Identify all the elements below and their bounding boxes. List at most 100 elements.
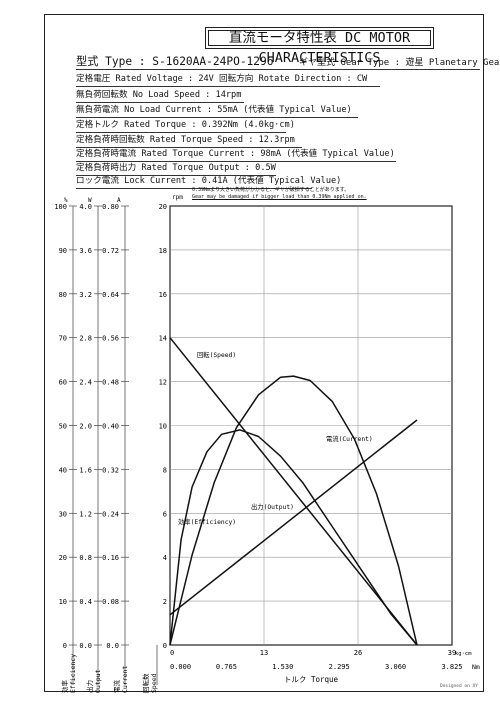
- current-tick-label: 0.72: [102, 247, 119, 255]
- chart-sheet: [44, 14, 484, 692]
- speed-tick-label: 12: [159, 379, 167, 387]
- series-speed-line: [169, 337, 418, 646]
- efficiency-tick-label: 90: [59, 247, 67, 255]
- page-title: 直流モータ特性表 DC MOTOR CHARACTERISTICS: [228, 30, 411, 66]
- speed-tick-label: 14: [159, 335, 167, 343]
- efficiency-tick-label: 80: [59, 291, 67, 299]
- efficiency-tick-label: 50: [59, 423, 67, 431]
- output-axis-title: 出力Output: [85, 669, 102, 693]
- spec-rated-voltage: 定格電圧 Rated Voltage : 24V 回転方向 Rotate Dir…: [76, 74, 368, 84]
- designed-label: Designed on XY: [440, 684, 478, 689]
- kgcm-tick-label: 39: [448, 649, 456, 657]
- efficiency-unit: %: [64, 197, 68, 204]
- efficiency-tick-label: 30: [59, 510, 67, 518]
- series-output-line: [169, 375, 418, 646]
- current-tick-label: 0.64: [102, 291, 119, 299]
- spec-underline: [76, 132, 286, 133]
- spec-no-load-speed: 無負荷回転数 No Load Speed : 14rpm: [76, 90, 242, 100]
- spec-underline: [76, 188, 312, 189]
- current-tick-label: 0.32: [102, 466, 119, 474]
- output-tick-label: 2.8: [79, 335, 92, 343]
- gear-type: ギヤ型式 Gear Type : 遊星 Planetary Gear: [299, 58, 500, 68]
- speed-tick-label: 20: [159, 203, 167, 211]
- current-tick-label: 0.16: [102, 554, 119, 562]
- gear-note-jp: 0.39Nmより大きい負荷がかかると、ギヤが破損することがあります。: [192, 187, 350, 193]
- output-unit: W: [88, 197, 92, 204]
- current-axis-title: 電流Current: [112, 666, 129, 693]
- spec-underline: [76, 175, 276, 176]
- output-tick-label: 2.0: [79, 423, 92, 431]
- output-tick-label: 0.4: [79, 598, 92, 606]
- kgcm-tick-label: 0: [170, 649, 174, 657]
- nm-tick-label: 2.295: [329, 663, 350, 671]
- series-label: 出力(Output): [251, 502, 294, 511]
- model-line: 型式 Type : S-1620AA-24PO-1296 ギヤ型式 Gear T…: [76, 53, 500, 69]
- gear-note-en: Gear may be damaged if bigger load than …: [192, 194, 367, 200]
- nm-tick-label: 0.000: [170, 663, 191, 671]
- nm-tick-label: 3.825: [441, 663, 462, 671]
- nm-tick-label: 0.765: [216, 663, 237, 671]
- spec-rated-torque-output: 定格負荷時出力 Rated Torque Output : 0.5W: [76, 163, 276, 173]
- current-tick-label: 0.80: [102, 203, 119, 211]
- efficiency-axis-title: 効率Efficiency: [60, 654, 77, 693]
- speed-axis-title: 回転数Speed: [141, 673, 158, 693]
- kgcm-tick-label: 26: [354, 649, 362, 657]
- current-unit: A: [117, 197, 121, 204]
- current-tick-label: 0.40: [102, 423, 119, 431]
- speed-tick-label: 10: [159, 423, 167, 431]
- efficiency-tick-label: 10: [59, 598, 67, 606]
- speed-tick-label: 16: [159, 291, 167, 299]
- speed-tick-label: 0: [163, 642, 167, 650]
- spec-no-load-current: 無負荷電流 No Load Current : 55mA (代表値 Typica…: [76, 105, 352, 115]
- model-type: 型式 Type : S-1620AA-24PO-1296: [76, 55, 274, 68]
- speed-tick-label: 6: [163, 510, 167, 518]
- spec-lock-current: ロック電流 Lock Current : 0.41A (代表値 Typical …: [76, 176, 342, 186]
- efficiency-tick-label: 70: [59, 335, 67, 343]
- efficiency-tick-label: 20: [59, 554, 67, 562]
- kgcm-tick-label: 13: [260, 649, 268, 657]
- output-tick-label: 2.4: [79, 379, 92, 387]
- output-tick-label: 1.6: [79, 466, 92, 474]
- output-tick-label: 1.2: [79, 510, 92, 518]
- speed-unit: rpm: [172, 194, 183, 201]
- efficiency-tick-label: 0: [63, 642, 67, 650]
- spec-underline: [76, 161, 396, 162]
- spec-underline: [76, 86, 380, 87]
- current-tick-label: 0.48: [102, 379, 119, 387]
- current-tick-label: 0.24: [102, 510, 119, 518]
- torque-axis-title: トルク Torque: [284, 675, 339, 684]
- model-underline: [76, 69, 480, 70]
- output-tick-label: 4.0: [79, 203, 92, 211]
- output-tick-label: 0.8: [79, 554, 92, 562]
- nm-tick-label: 1.530: [272, 663, 293, 671]
- nm-unit: Nm: [472, 663, 480, 671]
- speed-tick-label: 8: [163, 466, 167, 474]
- title-box: 直流モータ特性表 DC MOTOR CHARACTERISTICS: [205, 27, 434, 66]
- spec-rated-torque-speed: 定格負荷時回転数 Rated Torque Speed : 12.3rpm: [76, 135, 295, 145]
- spec-rated-torque: 定格トルク Rated Torque : 0.392Nm (4.0kg·cm): [76, 120, 295, 130]
- series-efficiency-line: [169, 429, 418, 646]
- spec-underline: [76, 147, 302, 148]
- series-current-line: [169, 419, 418, 616]
- nm-tick-label: 3.060: [385, 663, 406, 671]
- series-label: 効率(Efficiency): [178, 517, 236, 526]
- efficiency-tick-label: 100: [54, 203, 67, 211]
- output-tick-label: 3.6: [79, 247, 92, 255]
- efficiency-tick-label: 60: [59, 379, 67, 387]
- speed-tick-label: 2: [163, 598, 167, 606]
- spec-rated-torque-current: 定格負荷時電流 Rated Torque Current : 98mA (代表値…: [76, 149, 395, 159]
- spec-underline: [76, 117, 358, 118]
- spec-underline: [76, 102, 244, 103]
- series-label: 電流(Current): [326, 434, 373, 443]
- output-tick-label: 3.2: [79, 291, 92, 299]
- output-tick-label: 0.0: [79, 642, 92, 650]
- current-tick-label: 0.56: [102, 335, 119, 343]
- kgcm-unit: kg·cm: [455, 651, 472, 657]
- current-tick-label: 0.0: [106, 642, 119, 650]
- series-label: 回転(Speed): [197, 351, 236, 359]
- efficiency-tick-label: 40: [59, 466, 67, 474]
- speed-tick-label: 18: [159, 247, 167, 255]
- speed-tick-label: 4: [163, 554, 167, 562]
- current-tick-label: 0.08: [102, 598, 119, 606]
